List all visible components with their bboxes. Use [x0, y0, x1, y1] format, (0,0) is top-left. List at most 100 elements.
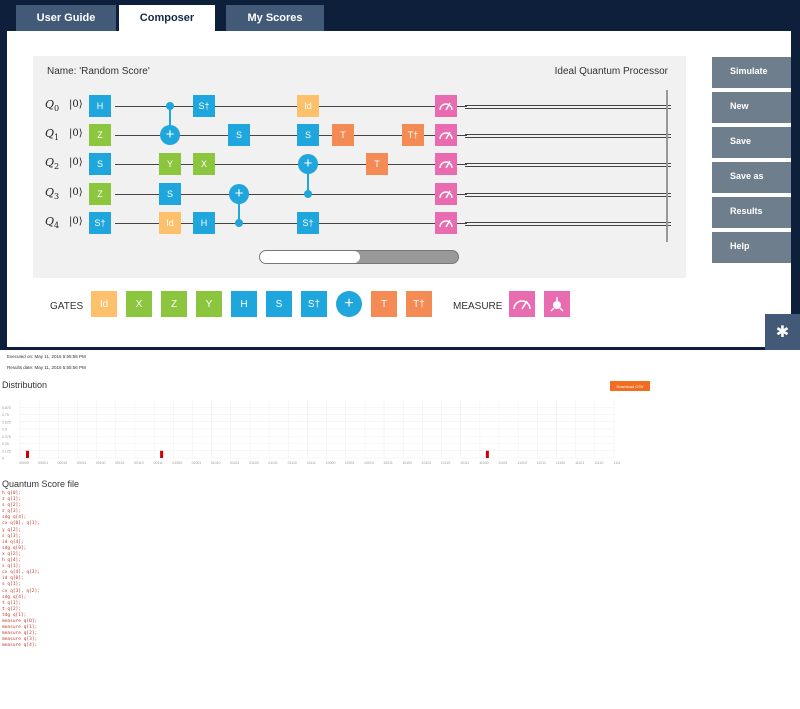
cnot-control[interactable]	[235, 219, 243, 227]
palette-cnot[interactable]: +	[336, 291, 362, 317]
qubit-index: 4	[54, 221, 60, 231]
circuit-gate[interactable]: X	[193, 153, 215, 175]
executed-on: Executed on: May 11, 2016 5:55:56 PM	[7, 354, 86, 359]
circuit-gate[interactable]: S	[159, 183, 181, 205]
circuit-scrollbar[interactable]	[259, 250, 459, 264]
download-csv-button[interactable]: Download CSV	[610, 381, 650, 391]
qubit-ket-2: |0⟩	[69, 157, 83, 168]
x-tick-label: 11001	[498, 461, 508, 465]
palette-gate[interactable]: S	[266, 291, 292, 317]
circuit-gate[interactable]: Z	[89, 124, 111, 146]
scroll-thumb[interactable]	[260, 251, 360, 263]
classical-wire-3	[465, 193, 671, 197]
palette-gate[interactable]: S†	[301, 291, 327, 317]
circuit-gate[interactable]: S†	[193, 95, 215, 117]
cnot-link	[169, 106, 171, 135]
circuit-gate[interactable]: Id	[159, 212, 181, 234]
cnot-target[interactable]: +	[229, 184, 249, 204]
measure-gate[interactable]	[435, 95, 457, 117]
circuit-gate[interactable]: S	[228, 124, 250, 146]
circuit-gate[interactable]: Id	[297, 95, 319, 117]
qubit-label-0: Q0	[45, 98, 59, 113]
meter-icon	[439, 190, 453, 199]
circuit-gate[interactable]: S	[89, 153, 111, 175]
sidebar-button-new[interactable]: New	[712, 92, 791, 123]
distribution-title: Distribution	[2, 380, 48, 390]
sidebar-button-simulate[interactable]: Simulate	[712, 57, 791, 88]
qasm-line: x q[2];	[2, 551, 21, 557]
sidebar-button-save[interactable]: Save	[712, 127, 791, 158]
distribution-bar	[160, 450, 164, 458]
measure-z-gate[interactable]	[509, 291, 535, 317]
cnot-target[interactable]: +	[298, 154, 318, 174]
palette-gate[interactable]: Id	[91, 291, 117, 317]
qasm-line: measure q[0];	[2, 618, 38, 624]
meter-icon	[439, 102, 453, 111]
circuit-gate[interactable]: S†	[297, 212, 319, 234]
cnot-target[interactable]: +	[160, 125, 180, 145]
palette-gate[interactable]: X	[126, 291, 152, 317]
x-tick-label: 01001	[192, 461, 202, 465]
x-tick-label: 10101	[422, 461, 432, 465]
measure-gate[interactable]	[435, 183, 457, 205]
x-tick-label: 11000	[479, 461, 489, 465]
y-tick-label: 0.125	[2, 449, 11, 453]
circuit-gate[interactable]: T	[366, 153, 388, 175]
sidebar-button-save-as[interactable]: Save as	[712, 162, 791, 193]
qasm-line: cx q[4], q[3];	[2, 570, 40, 576]
qubit-index: 0	[54, 104, 60, 114]
classical-wire-1	[465, 134, 671, 138]
sidebar-button-results[interactable]: Results	[712, 197, 791, 228]
circuit-gate[interactable]: T	[332, 124, 354, 146]
measure-gate[interactable]	[435, 153, 457, 175]
measure-gate[interactable]	[435, 124, 457, 146]
qasm-line: h q[4];	[2, 558, 21, 564]
qubit-ket-4: |0⟩	[69, 216, 83, 227]
x-tick-label: 00101	[115, 461, 125, 465]
qasm-line: t q[1];	[2, 600, 21, 606]
score-name[interactable]: Name: 'Random Score'	[47, 66, 150, 77]
tab-user-guide[interactable]: User Guide	[16, 5, 116, 31]
circuit-gate[interactable]: Y	[159, 153, 181, 175]
qubit-wire-3	[115, 194, 467, 195]
qasm-line: sdg q[4];	[2, 515, 27, 521]
circuit-gate[interactable]: T†	[402, 124, 424, 146]
palette-gate[interactable]: T†	[406, 291, 432, 317]
x-tick-label: 10100	[402, 461, 412, 465]
circuit-gate[interactable]: H	[89, 95, 111, 117]
tab-composer[interactable]: Composer	[119, 5, 215, 33]
sidebar-button-help[interactable]: Help	[712, 232, 791, 263]
qasm-line: s q[3];	[2, 533, 21, 539]
qasm-line: t q[2];	[2, 606, 21, 612]
cnot-control[interactable]	[166, 102, 174, 110]
composer-panel: Name: 'Random Score' Ideal Quantum Proce…	[7, 31, 791, 347]
measure-bloch-gate[interactable]	[544, 291, 570, 317]
tab-my-scores[interactable]: My Scores	[226, 5, 324, 31]
cnot-link	[307, 164, 309, 194]
bug-report-button[interactable]: ✱	[765, 314, 800, 350]
palette-gate[interactable]: Y	[196, 291, 222, 317]
circuit-gate[interactable]: S†	[89, 212, 111, 234]
classical-wire-4	[465, 222, 671, 226]
y-tick-label: 0.75	[2, 413, 9, 417]
y-tick-label: 0.375	[2, 435, 11, 439]
x-tick-label: 01011	[230, 461, 240, 465]
cnot-control[interactable]	[304, 190, 312, 198]
x-tick-label: 10110	[441, 461, 451, 465]
qasm-line: cx q[3], q[2];	[2, 588, 40, 594]
palette-gate[interactable]: H	[231, 291, 257, 317]
palette-gate[interactable]: T	[371, 291, 397, 317]
qubit-wire-2	[115, 164, 467, 165]
palette-gate[interactable]: Z	[161, 291, 187, 317]
circuit-gate[interactable]: Z	[89, 183, 111, 205]
qubit-letter: Q	[45, 127, 55, 140]
x-tick-label: 10001	[345, 461, 355, 465]
qasm-line: y q[2];	[2, 527, 21, 533]
measure-gate[interactable]	[435, 212, 457, 234]
circuit-gate[interactable]: H	[193, 212, 215, 234]
circuit-gate[interactable]: S	[297, 124, 319, 146]
x-tick-label: 01010	[211, 461, 221, 465]
